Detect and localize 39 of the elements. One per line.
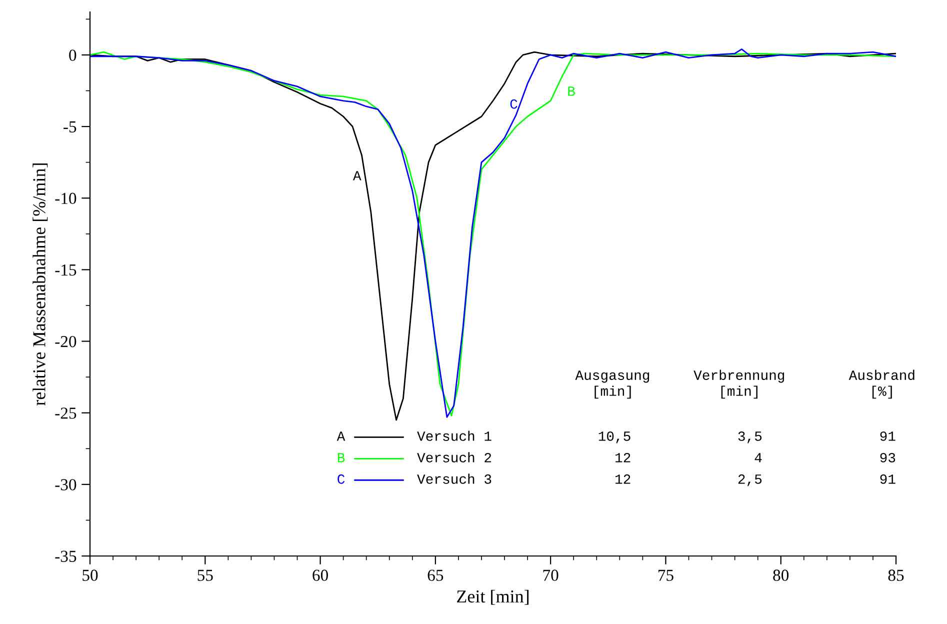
annotation: Ausgasung [min] [575, 370, 650, 399]
x-tick-label: 65 [428, 570, 444, 581]
y-axis-title: relative Massenabnahme [%/min] [32, 164, 48, 406]
x-tick-label: 55 [198, 570, 213, 581]
annotation: 2,5 [738, 474, 762, 486]
y-tick-label: -30 [55, 479, 76, 490]
x-tick-label: 60 [312, 570, 328, 581]
annotation: C [338, 474, 345, 484]
annotation: Verbrennung [min] [694, 370, 784, 399]
annotation: B [568, 86, 575, 96]
annotation: 4 [754, 453, 762, 462]
x-tick-label: 75 [658, 570, 674, 581]
annotation: B [338, 453, 345, 462]
annotation: A [336, 432, 346, 441]
annotation: 91 [880, 474, 896, 484]
annotation: 10,5 [598, 431, 630, 444]
annotation: A [352, 171, 362, 180]
x-tick-label: 85 [888, 570, 904, 581]
annotation: 91 [880, 431, 896, 441]
x-axis-title: Zeit [min] [457, 590, 529, 605]
annotation: C [510, 99, 518, 109]
legend-label: Versuch 2 [417, 452, 492, 462]
y-tick-label: -15 [55, 264, 76, 276]
y-tick-label: -20 [55, 336, 76, 348]
y-tick-label: -35 [55, 550, 76, 562]
y-tick-label: 0 [69, 50, 76, 61]
annotation: 3,5 [738, 431, 762, 444]
legend-label: Versuch 3 [417, 474, 492, 484]
annotation: 93 [880, 452, 896, 462]
x-tick-label: 50 [82, 570, 98, 581]
annotation: Ausbrand [%] [848, 370, 914, 399]
x-tick-label: 70 [543, 570, 558, 581]
y-tick-label: -5 [64, 121, 76, 132]
annotation: 12 [616, 452, 630, 462]
x-tick-label: 80 [773, 570, 789, 581]
annotation: 12 [616, 474, 630, 484]
y-tick-label: -10 [55, 192, 76, 204]
legend-label: Versuch 1 [417, 430, 492, 441]
y-tick-label: -25 [55, 408, 76, 419]
